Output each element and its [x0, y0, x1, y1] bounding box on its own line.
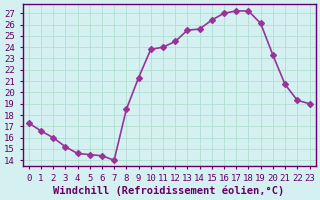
X-axis label: Windchill (Refroidissement éolien,°C): Windchill (Refroidissement éolien,°C)	[53, 185, 285, 196]
